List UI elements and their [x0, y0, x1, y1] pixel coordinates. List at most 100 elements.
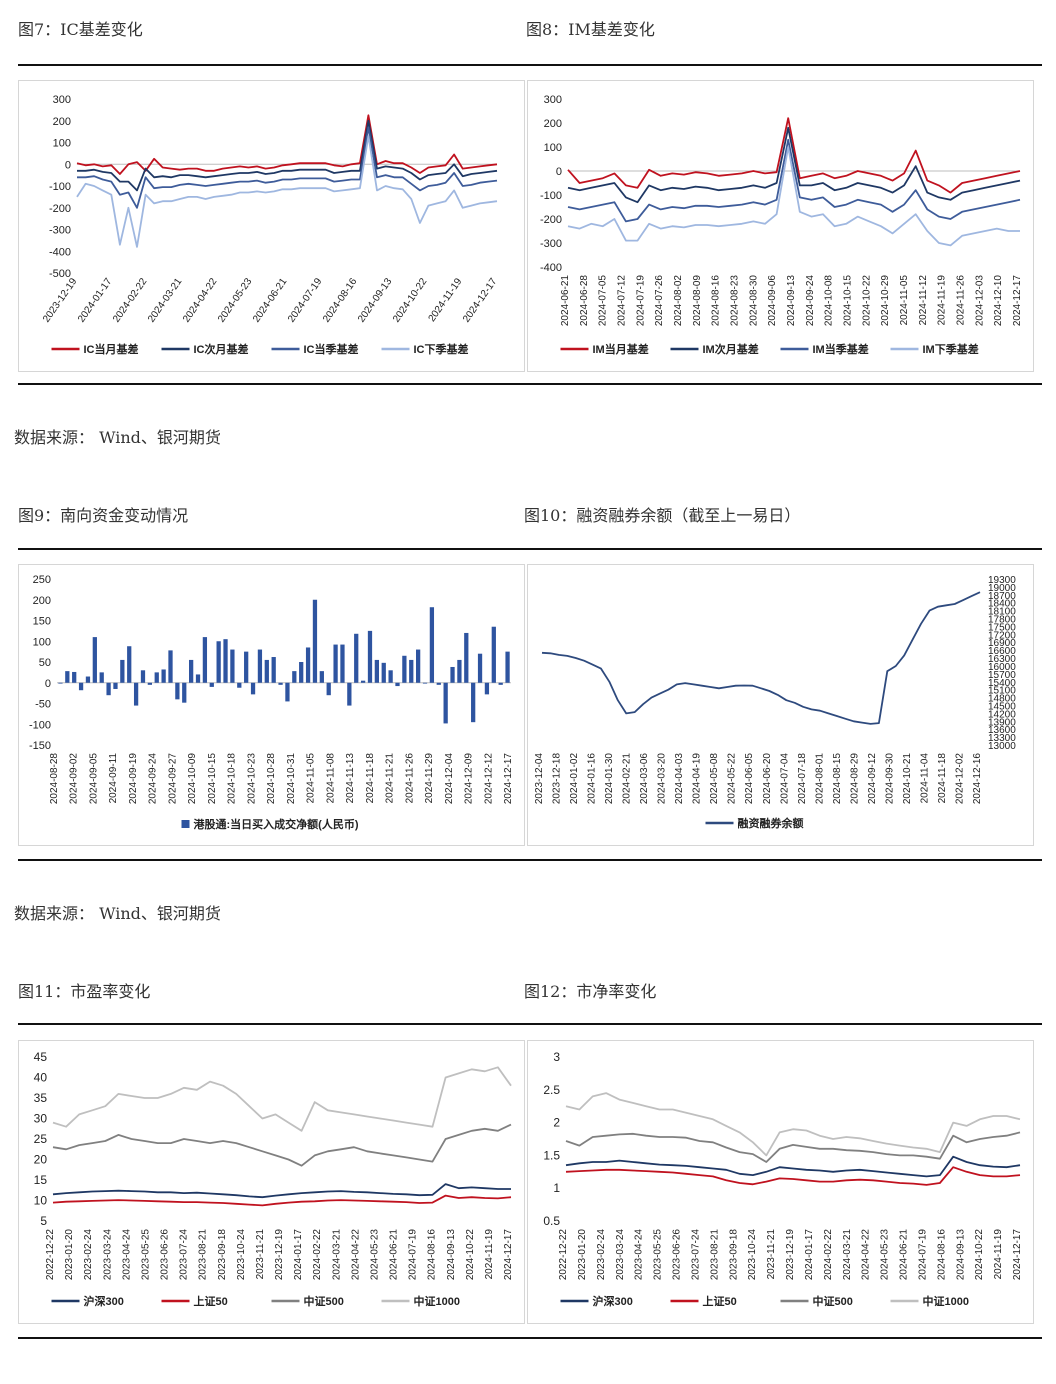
fig9-bar	[429, 607, 435, 683]
fig12-xtick-label: 2023-08-21	[709, 1229, 720, 1281]
fig10-ytick-label: 14500	[988, 701, 1016, 712]
fig8-xtick-label: 2024-11-05	[899, 275, 910, 326]
fig12-xtick-label: 2024-02-22	[823, 1229, 834, 1281]
fig8-ytick-label: 200	[544, 118, 562, 130]
fig9-bar	[58, 682, 63, 684]
fig9-bar	[477, 653, 483, 683]
fig9-ytick-label: -150	[29, 740, 51, 752]
fig12-xtick-label: 2024-12-17	[1012, 1229, 1023, 1281]
fig11-xtick-label: 2023-02-24	[83, 1229, 94, 1281]
fig12-xtick-label: 2023-12-19	[785, 1229, 796, 1281]
fig9-bar	[209, 682, 214, 687]
fig9-legend-label: 港股通:当日买入成交净额(人民币)	[194, 817, 359, 831]
fig9-ytick-label: -100	[29, 719, 51, 731]
fig10-ytick-label: 13300	[988, 733, 1016, 744]
fig10-ytick-label: 13900	[988, 717, 1016, 728]
fig8-xtick-label: 2024-08-23	[730, 275, 741, 327]
fig9-bar	[312, 599, 318, 683]
fig8-ytick-label: -300	[540, 238, 562, 250]
fig10-xtick-label: 2024-01-16	[587, 753, 598, 805]
fig8-xtick-label: 2024-08-30	[748, 275, 759, 327]
fig9-bar	[278, 682, 283, 685]
fig12-xtick-label: 2023-11-21	[766, 1229, 777, 1280]
fig7-ytick-label: -300	[49, 225, 71, 237]
fig9-bar	[257, 649, 263, 683]
fig7-ytick-label: 300	[53, 94, 71, 106]
fig9-xtick-label: 2024-12-09	[464, 753, 475, 805]
fig7-xtick-label: 2024-07-19	[286, 276, 325, 325]
fig8-xtick-label: 2024-09-13	[786, 275, 797, 327]
fig9-xtick-label: 2024-10-23	[246, 753, 257, 805]
fig11-xtick-label: 2023-06-26	[160, 1229, 171, 1281]
fig9-xtick-label: 2024-09-27	[167, 753, 178, 805]
fig10-ytick-label: 17800	[988, 615, 1016, 626]
fig8-xtick-label: 2024-08-02	[673, 275, 684, 327]
fig11-ytick-label: 40	[34, 1071, 48, 1085]
fig7-series-line-0	[76, 114, 498, 175]
fig8-legend-label: IM次月基差	[703, 342, 759, 356]
divider-bottom-1	[18, 383, 1042, 385]
fig12-xtick-label: 2023-05-25	[653, 1229, 664, 1281]
divider-bottom-2	[18, 859, 1042, 861]
fig9-ytick-label: 200	[33, 595, 51, 607]
fig12-xtick-label: 2023-02-24	[596, 1229, 607, 1281]
fig7-legend-label: IC次月基差	[194, 342, 249, 356]
fig12-xtick-label: 2023-06-26	[672, 1229, 683, 1281]
fig9-bar	[299, 662, 304, 683]
fig9-xtick-label: 2024-10-28	[266, 753, 277, 805]
fig12-ytick-label: 0.5	[543, 1214, 560, 1228]
fig12-xtick-label: 2024-11-19	[993, 1229, 1004, 1280]
fig8-xtick-label: 2024-06-28	[579, 275, 590, 327]
fig9-ytick-label: 0	[45, 678, 51, 690]
fig9-xtick-label: 2024-11-29	[424, 753, 435, 804]
fig12-ytick-label: 1	[553, 1181, 560, 1195]
fig11-legend-label: 沪深300	[84, 1294, 124, 1308]
fig8-ytick-label: 0	[556, 166, 562, 178]
fig12-xtick-label: 2024-06-21	[899, 1229, 910, 1281]
fig9-xtick-label: 2024-09-24	[148, 753, 159, 805]
fig10-ytick-label: 19000	[988, 583, 1016, 594]
fig11-ytick-label: 30	[34, 1112, 48, 1126]
fig9-bar	[168, 650, 173, 683]
fig11-xtick-label: 2024-11-19	[484, 1229, 495, 1280]
fig11-ytick-label: 25	[34, 1132, 48, 1146]
fig11-xtick-label: 2023-11-21	[255, 1229, 266, 1280]
fig8-xtick-label: 2024-11-12	[918, 275, 929, 326]
fig10-ytick-label: 18100	[988, 607, 1016, 618]
fig9-bar	[127, 646, 132, 683]
fig11-xtick-label: 2024-05-23	[369, 1229, 380, 1281]
fig10-xtick-label: 2024-04-03	[674, 753, 685, 805]
fig8-series-line-0	[567, 117, 1021, 194]
fig12-xtick-label: 2024-09-13	[955, 1229, 966, 1281]
fig9-bar	[99, 672, 104, 683]
fig9-bar	[195, 674, 201, 683]
fig9-bar	[230, 649, 235, 683]
fig7-chart: 300 200 100 0 -100 -200 -300 -400 -5002023-12-19…	[41, 94, 500, 356]
fig11-xtick-label: 2023-01-20	[64, 1229, 75, 1281]
fig12-xtick-label: 2024-10-22	[974, 1229, 985, 1281]
fig11-xtick-label: 2023-04-24	[121, 1229, 132, 1281]
fig9-bar	[505, 651, 510, 683]
fig7-ytick-label: -100	[49, 181, 71, 193]
fig12-xtick-label: 2023-04-24	[634, 1229, 645, 1281]
fig9-bar	[264, 659, 269, 683]
fig7-ytick-label: -400	[49, 246, 71, 258]
fig10-ytick-label: 15700	[988, 670, 1016, 681]
fig7-panel: 300 200 100 0 -100 -200 -300 -400 -500 2023-12-19…	[18, 80, 525, 372]
fig8-xtick-label: 2024-07-12	[617, 275, 628, 327]
fig12-xtick-label: 2023-07-24	[690, 1229, 701, 1281]
fig10-ytick-label: 17500	[988, 622, 1016, 633]
fig12-ytick-label: 1.5	[543, 1148, 560, 1162]
fig8-xtick-label: 2024-08-09	[692, 275, 703, 327]
fig10-ytick-label: 17200	[988, 630, 1016, 641]
fig8-xtick-label: 2024-08-16	[711, 275, 722, 327]
fig12-xtick-label: 2024-04-22	[861, 1229, 872, 1281]
fig8-xtick-label: 2024-10-15	[843, 275, 854, 327]
fig10-xtick-label: 2024-05-22	[727, 753, 738, 805]
fig7-xtick-label: 2024-11-19	[427, 276, 465, 324]
fig8-legend-label: IM当月基差	[593, 342, 649, 356]
fig10-title: 图10：融资融券余额（截至上一易日）	[524, 506, 801, 525]
fig11-xtick-label: 2024-06-21	[389, 1229, 400, 1281]
fig11-legend-label: 中证1000	[414, 1294, 460, 1308]
fig9-bar	[464, 632, 469, 683]
